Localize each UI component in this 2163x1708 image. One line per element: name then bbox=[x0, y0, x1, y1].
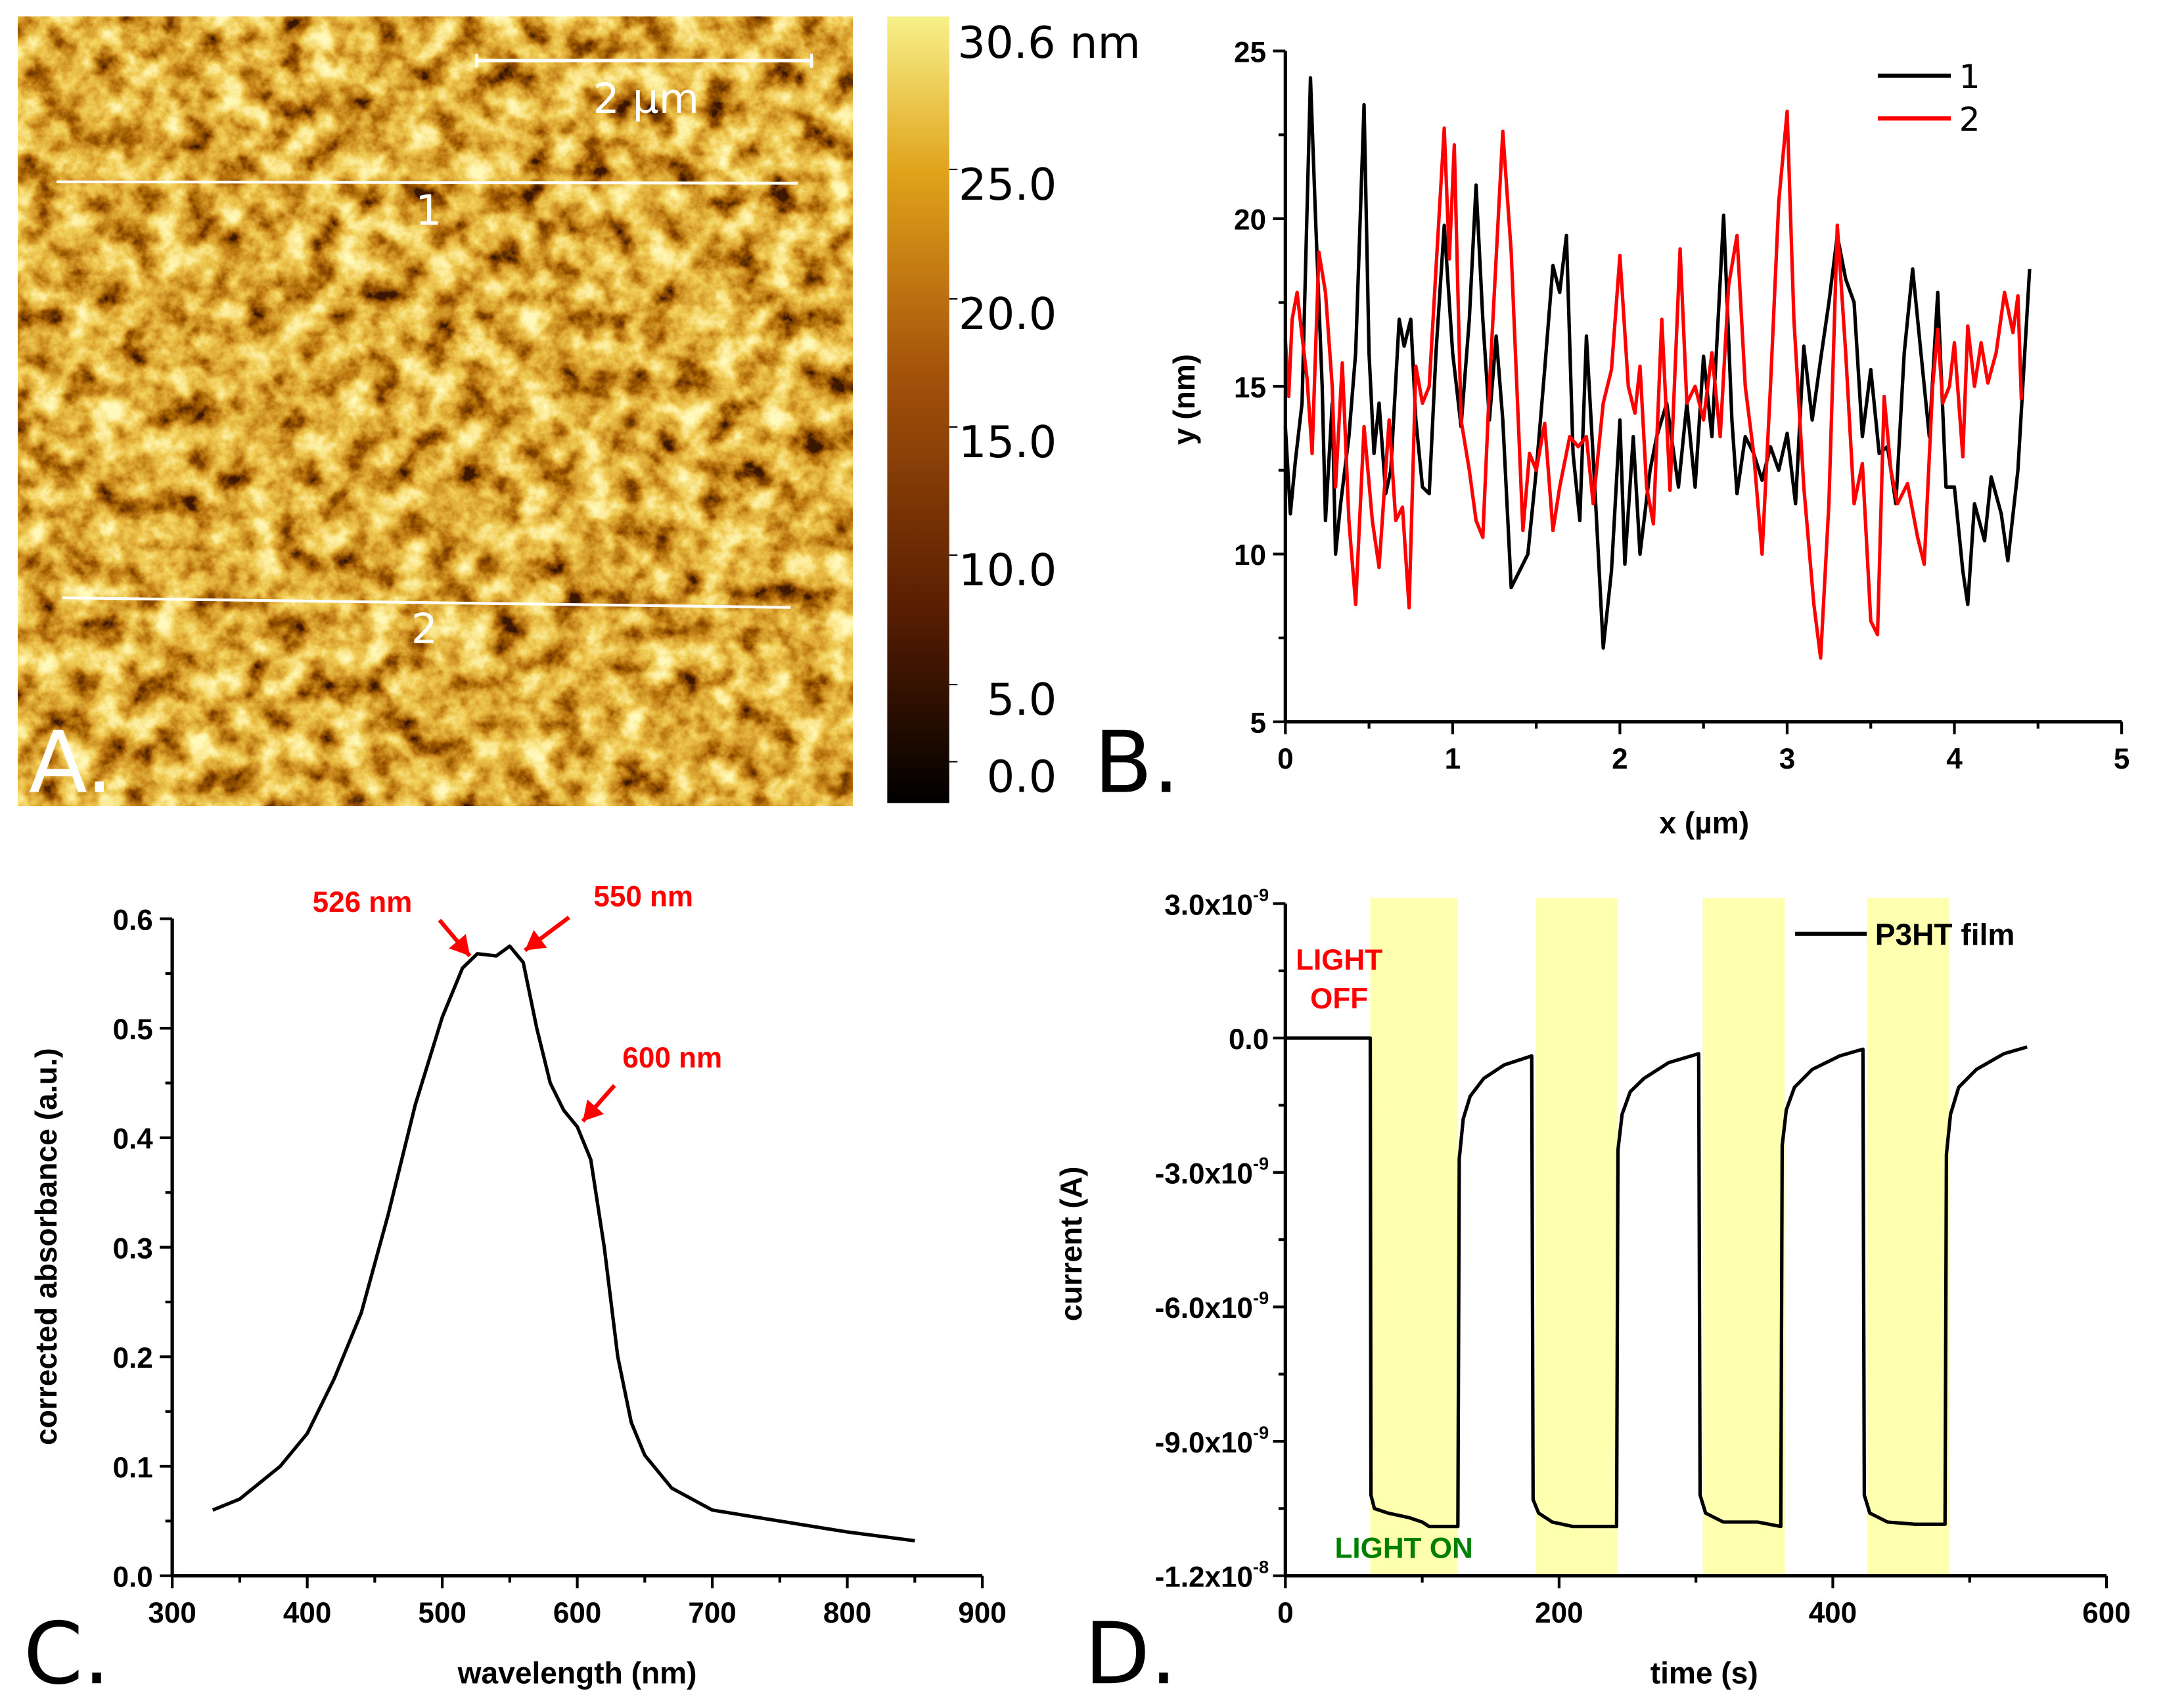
x-tick-label: 3 bbox=[1779, 743, 1795, 775]
afm-image bbox=[18, 16, 853, 806]
profile-line-2-label: 2 bbox=[411, 605, 438, 653]
arrow-head-icon bbox=[524, 930, 547, 951]
peak-annotation: 526 nm bbox=[313, 886, 413, 918]
y-tick-label: 3.0x10-9 bbox=[1164, 884, 1269, 921]
x-tick-label: 300 bbox=[148, 1597, 196, 1629]
series-line-1 bbox=[1283, 76, 2032, 650]
x-tick-label: 900 bbox=[958, 1597, 1006, 1629]
y-tick-label: 0.2 bbox=[113, 1342, 153, 1374]
panel-label-b: B. bbox=[1094, 713, 1180, 813]
y-tick-label: -6.0x10-9 bbox=[1155, 1288, 1269, 1324]
colorbar-tick-label: 5.0 bbox=[987, 674, 1057, 725]
x-tick-label: 400 bbox=[1809, 1597, 1857, 1629]
x-tick-label: 5 bbox=[2114, 743, 2129, 775]
x-tick-label: 1 bbox=[1445, 743, 1461, 775]
arrow-head-icon bbox=[582, 1099, 604, 1121]
light-on-band bbox=[1370, 898, 1458, 1576]
series-line-p3ht-film bbox=[1285, 1036, 2028, 1529]
x-tick-label: 800 bbox=[823, 1597, 871, 1629]
x-tick-label: 2 bbox=[1612, 743, 1628, 775]
colorbar bbox=[887, 16, 949, 803]
legend-label: 1 bbox=[1959, 57, 1980, 96]
colorbar-tick-label: 10.0 bbox=[959, 545, 1057, 596]
x-axis-label: time (s) bbox=[1651, 1655, 1758, 1690]
y-tick-base: 3.0x10 bbox=[1164, 889, 1253, 921]
y-tick-label: 0.4 bbox=[113, 1123, 154, 1156]
y-tick-exponent: -8 bbox=[1253, 1557, 1269, 1577]
profile-line-1-label: 1 bbox=[415, 187, 442, 235]
panel-label-a: A. bbox=[29, 713, 113, 813]
panel-c-absorbance: 300 400 500 600 700 800 900 0.0 0.1 0.2 0.3 0.4 0.5 0… bbox=[24, 881, 1007, 1704]
x-tick-label: 400 bbox=[283, 1597, 331, 1629]
scale-bar-label: 2 µm bbox=[593, 75, 699, 123]
y-tick-base: -6.0x10 bbox=[1155, 1292, 1253, 1324]
legend-label: 2 bbox=[1959, 100, 1980, 139]
peak-annotation: 550 nm bbox=[593, 881, 693, 913]
y-tick-label: -9.0x10-9 bbox=[1155, 1422, 1269, 1459]
x-axis-label: x (µm) bbox=[1659, 806, 1749, 840]
y-tick-label: 5 bbox=[1250, 707, 1265, 739]
y-tick-label: -1.2x10-8 bbox=[1155, 1557, 1269, 1594]
x-axis-label: wavelength (nm) bbox=[457, 1655, 697, 1690]
light-on-band bbox=[1536, 898, 1618, 1576]
light-on-label: LIGHT ON bbox=[1335, 1532, 1473, 1564]
x-tick-label: 600 bbox=[2082, 1597, 2130, 1629]
y-tick-label: -3.0x10-9 bbox=[1155, 1154, 1269, 1190]
y-axis-label: current (A) bbox=[1054, 1167, 1088, 1322]
x-tick-label: 600 bbox=[553, 1597, 601, 1629]
y-tick-label: 25 bbox=[1234, 36, 1266, 68]
colorbar-tick-label: 0.0 bbox=[987, 752, 1057, 803]
x-tick-label: 4 bbox=[1946, 743, 1963, 775]
y-tick-label: 0.1 bbox=[113, 1452, 153, 1484]
x-tick-label: 500 bbox=[418, 1597, 466, 1629]
y-tick-exponent: -9 bbox=[1253, 884, 1269, 905]
y-tick-label: 0.5 bbox=[113, 1014, 153, 1046]
y-tick-base: 0.0 bbox=[1229, 1023, 1269, 1056]
panel-b-height-profiles: 0 1 2 3 4 5 5 10 15 20 25 x (µm) y (nm) 1 2 B. bbox=[1094, 36, 2129, 840]
y-tick-label: 0.0 bbox=[113, 1561, 153, 1593]
y-axis-label: corrected absorbance (a.u.) bbox=[29, 1048, 63, 1445]
colorbar-max-label: 30.6 nm bbox=[957, 17, 1141, 68]
colorbar-tick-label: 20.0 bbox=[959, 288, 1057, 340]
x-tick-label: 700 bbox=[688, 1597, 736, 1629]
panel-label-c: C. bbox=[24, 1604, 110, 1703]
light-on-band bbox=[1702, 898, 1785, 1576]
light-off-label: OFF bbox=[1310, 983, 1368, 1015]
y-tick-label: 20 bbox=[1234, 204, 1266, 236]
y-tick-exponent: -9 bbox=[1253, 1288, 1269, 1308]
y-tick-label: 10 bbox=[1234, 539, 1266, 572]
y-tick-label: 15 bbox=[1234, 372, 1266, 404]
light-on-band bbox=[1867, 898, 1949, 1576]
y-tick-label: 0.3 bbox=[113, 1232, 153, 1265]
colorbar-ticks: 25.0 20.0 15.0 10.0 5.0 0.0 bbox=[949, 159, 1057, 803]
y-tick-base: -9.0x10 bbox=[1155, 1427, 1253, 1459]
colorbar-tick-label: 25.0 bbox=[959, 159, 1057, 210]
y-tick-label: 0.0 bbox=[1229, 1023, 1269, 1056]
panel-d-photocurrent: 0 200 400 6003.0x10-90.0-3.0x10-9-6.0x10-9-… bbox=[1054, 884, 2131, 1703]
x-tick-label: 0 bbox=[1277, 1597, 1293, 1629]
y-tick-base: -1.2x10 bbox=[1155, 1561, 1253, 1593]
y-tick-exponent: -9 bbox=[1253, 1422, 1269, 1443]
panel-label-d: D. bbox=[1084, 1604, 1177, 1703]
series-line-2 bbox=[1283, 109, 2024, 660]
y-axis-label: y (nm) bbox=[1167, 354, 1201, 445]
peak-annotation: 600 nm bbox=[622, 1042, 722, 1074]
x-tick-label: 0 bbox=[1277, 743, 1293, 775]
series-line-absorbance bbox=[212, 944, 915, 1543]
profile-line-1 bbox=[56, 180, 798, 185]
panel-a-afm: 2 µm 1 2 A. 30.6 nm 25.0 20.0 15.0 10.0 5.0 0… bbox=[18, 16, 1141, 813]
arrow-head-icon bbox=[449, 933, 470, 956]
y-tick-label: 0.6 bbox=[113, 904, 153, 936]
light-off-label: LIGHT bbox=[1296, 944, 1382, 976]
colorbar-tick-label: 15.0 bbox=[959, 416, 1057, 468]
y-tick-exponent: -9 bbox=[1253, 1154, 1269, 1174]
y-tick-base: -3.0x10 bbox=[1155, 1158, 1253, 1190]
legend-label: P3HT film bbox=[1875, 917, 2015, 951]
x-tick-label: 200 bbox=[1535, 1597, 1583, 1629]
profile-line-2 bbox=[62, 596, 791, 609]
